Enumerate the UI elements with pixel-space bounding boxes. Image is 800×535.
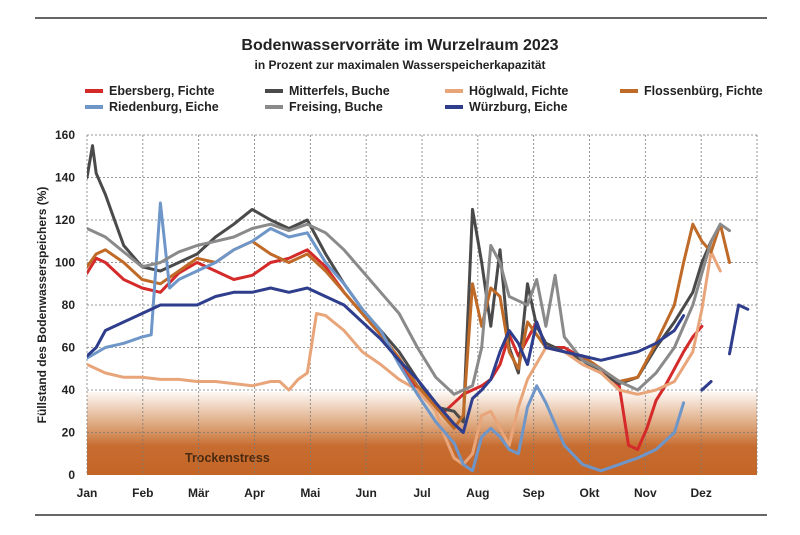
legend-label: Würzburg, Eiche [469, 100, 568, 114]
chart-title: Bodenwasservorräte im Wurzelraum 2023 [241, 37, 558, 54]
y-tick-label: 100 [55, 256, 75, 270]
series-line-4 [87, 201, 686, 473]
series-line-6 [87, 286, 750, 434]
x-tick-label: Jan [77, 486, 98, 500]
x-tick-label: Okt [579, 486, 599, 500]
series-line-2 [87, 250, 722, 466]
series-line-3 [87, 222, 731, 430]
x-tick-label: Nov [634, 486, 657, 500]
x-tick-label: Mär [188, 486, 210, 500]
x-tick-label: Apr [244, 486, 265, 500]
y-tick-label: 20 [62, 426, 76, 440]
chart-subtitle: in Prozent zur maximalen Wasserspeicherk… [255, 58, 546, 72]
x-tick-label: Dez [690, 486, 711, 500]
y-tick-label: 160 [55, 128, 75, 142]
x-tick-label: Aug [466, 486, 489, 500]
y-axis-label: Füllstand des Bodenwasserspeichers (%) [35, 187, 49, 424]
legend: Ebersberg, Fichte Mitterfels, Buche Höglwa… [85, 84, 763, 114]
series-layer [87, 144, 750, 473]
legend-label: Mitterfels, Buche [289, 84, 390, 98]
legend-label: Freising, Buche [289, 100, 383, 114]
x-tick-label: Jun [355, 486, 376, 500]
x-tick-label: Jul [413, 486, 430, 500]
y-tick-label: 40 [62, 383, 76, 397]
y-tick-label: 120 [55, 213, 75, 227]
x-tick-label: Mai [300, 486, 320, 500]
trockenstress-label: Trockenstress [185, 451, 270, 465]
legend-label: Riedenburg, Eiche [109, 100, 219, 114]
legend-label: Höglwald, Fichte [469, 84, 568, 98]
trockenstress-band [87, 392, 757, 475]
x-tick-label: Feb [132, 486, 153, 500]
series-line-5 [87, 222, 731, 396]
y-tick-label: 140 [55, 171, 75, 185]
legend-label: Ebersberg, Fichte [109, 84, 215, 98]
x-axis-ticks: Jan Feb Mär Apr Mai Jun Jul Aug Sep Okt Nov Dez [77, 486, 712, 500]
x-tick-label: Sep [523, 486, 545, 500]
legend-label: Flossenbürg, Fichte [644, 84, 763, 98]
y-tick-label: 0 [68, 468, 75, 482]
y-tick-label: 60 [62, 341, 76, 355]
y-axis-ticks: 0 20 40 60 80 100 120 140 160 [55, 128, 75, 482]
y-tick-label: 80 [62, 298, 76, 312]
